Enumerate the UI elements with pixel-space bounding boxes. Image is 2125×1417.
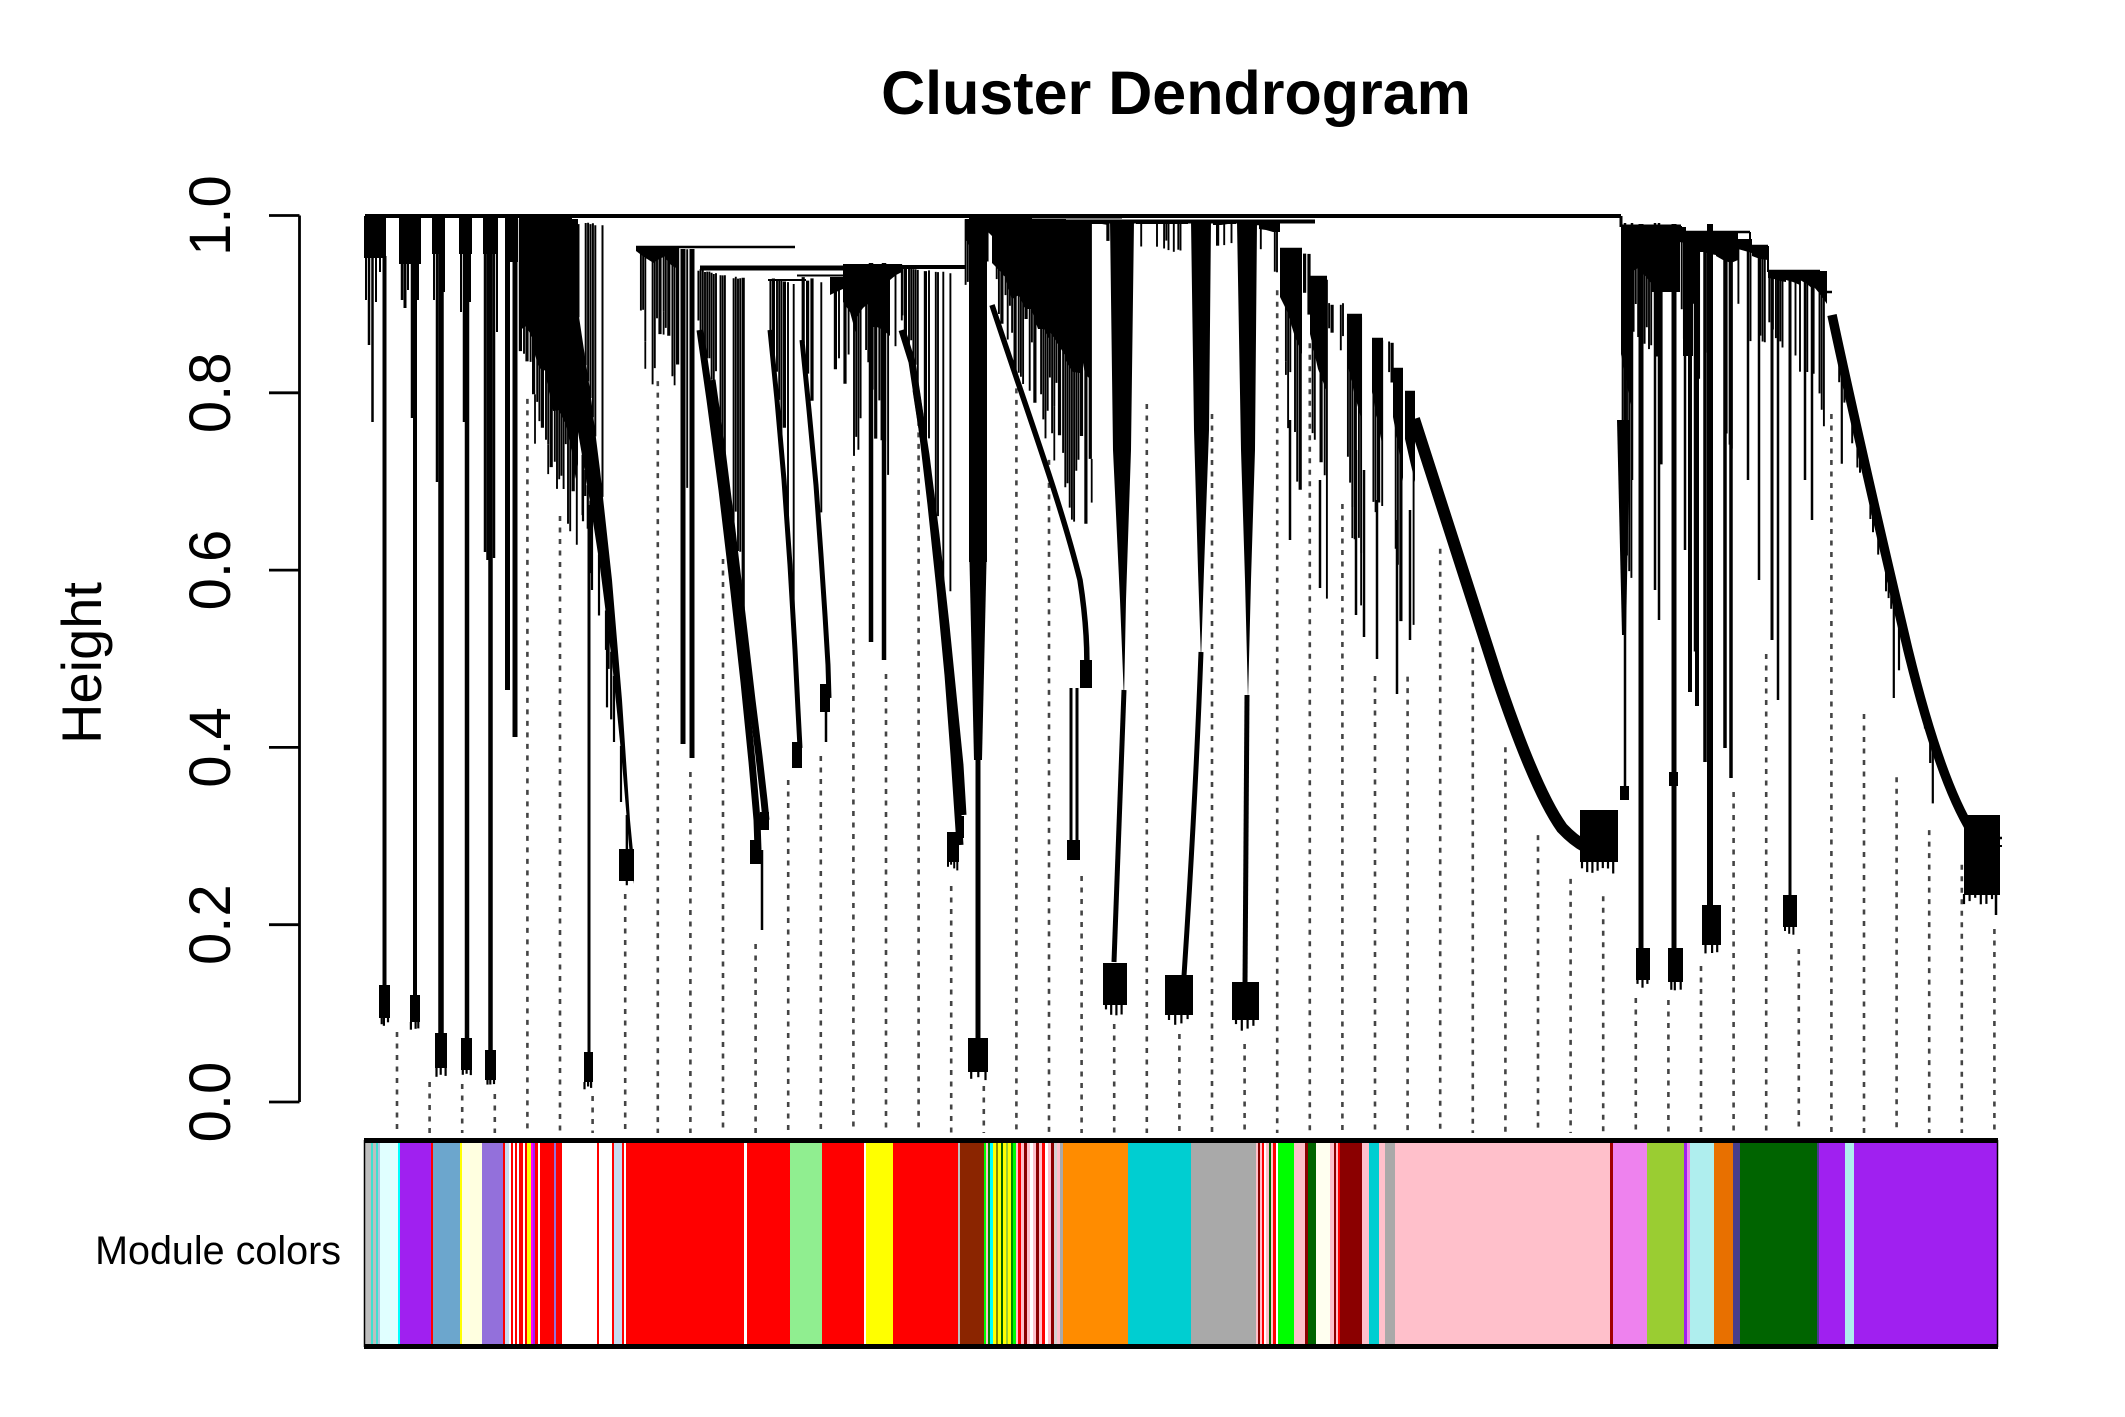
- svg-text:Cluster Dendrogram: Cluster Dendrogram: [881, 59, 1471, 127]
- svg-text:Module colors: Module colors: [95, 1229, 341, 1273]
- svg-text:1.0: 1.0: [178, 175, 243, 256]
- svg-text:0.8: 0.8: [178, 352, 243, 433]
- svg-text:Height: Height: [50, 582, 113, 744]
- svg-text:0.6: 0.6: [178, 530, 243, 611]
- svg-text:0.2: 0.2: [178, 884, 243, 965]
- svg-text:0.4: 0.4: [178, 707, 243, 788]
- svg-text:0.0: 0.0: [178, 1062, 243, 1143]
